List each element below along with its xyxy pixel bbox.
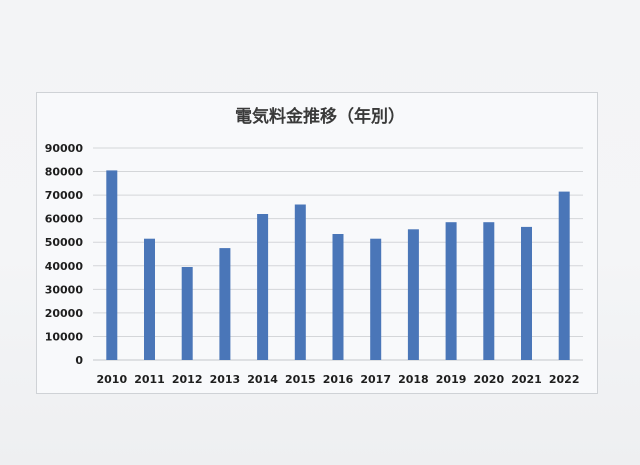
y-tick-label: 40000: [45, 260, 84, 273]
bar-2011: [144, 238, 155, 360]
bar-2010: [106, 170, 118, 360]
bar-2021: [521, 226, 532, 360]
gridlines: [93, 147, 583, 361]
x-tick-label: 2014: [247, 373, 278, 386]
y-axis-tick-labels: 0 10000 20000 30000 40000 50000 60000 70000 8000…: [45, 142, 84, 367]
x-tick-label: 2013: [210, 373, 241, 386]
x-tick-label: 2010: [96, 373, 127, 386]
bar-2014: [257, 214, 269, 360]
x-tick-label: 2017: [360, 373, 391, 386]
bars: [106, 170, 570, 360]
y-tick-label: 90000: [45, 142, 84, 155]
bar-2015: [294, 204, 306, 360]
x-tick-label: 2011: [134, 373, 165, 386]
y-tick-label: 80000: [45, 166, 84, 179]
bar-2022: [558, 191, 570, 360]
bar-2017: [370, 238, 382, 360]
y-tick-label: 60000: [45, 213, 84, 226]
y-tick-label: 70000: [45, 189, 84, 202]
y-tick-label: 50000: [45, 236, 84, 249]
bar-2012: [181, 267, 193, 360]
bar-2018: [407, 229, 419, 360]
bar-2020: [483, 222, 495, 360]
bar-2013: [219, 248, 231, 360]
x-tick-label: 2016: [323, 373, 354, 386]
y-tick-label: 20000: [45, 307, 84, 320]
bar-2016: [332, 234, 344, 360]
x-tick-label: 2012: [172, 373, 203, 386]
chart-frame: [36, 92, 598, 394]
x-tick-label: 2021: [511, 373, 542, 386]
x-axis-tick-labels: 2010 2011 2012 2013 2014 2015 2016 2017 2018 2019…: [96, 373, 579, 386]
chart-title: 電気料金推移（年別）: [235, 106, 405, 127]
x-tick-label: 2019: [436, 373, 467, 386]
x-tick-label: 2018: [398, 373, 429, 386]
y-tick-label: 30000: [45, 283, 84, 296]
y-tick-label: 0: [75, 354, 83, 367]
x-tick-label: 2020: [473, 373, 504, 386]
bar-2019: [445, 222, 457, 360]
y-tick-label: 10000: [45, 330, 84, 343]
x-tick-label: 2015: [285, 373, 316, 386]
x-tick-label: 2022: [549, 373, 580, 386]
